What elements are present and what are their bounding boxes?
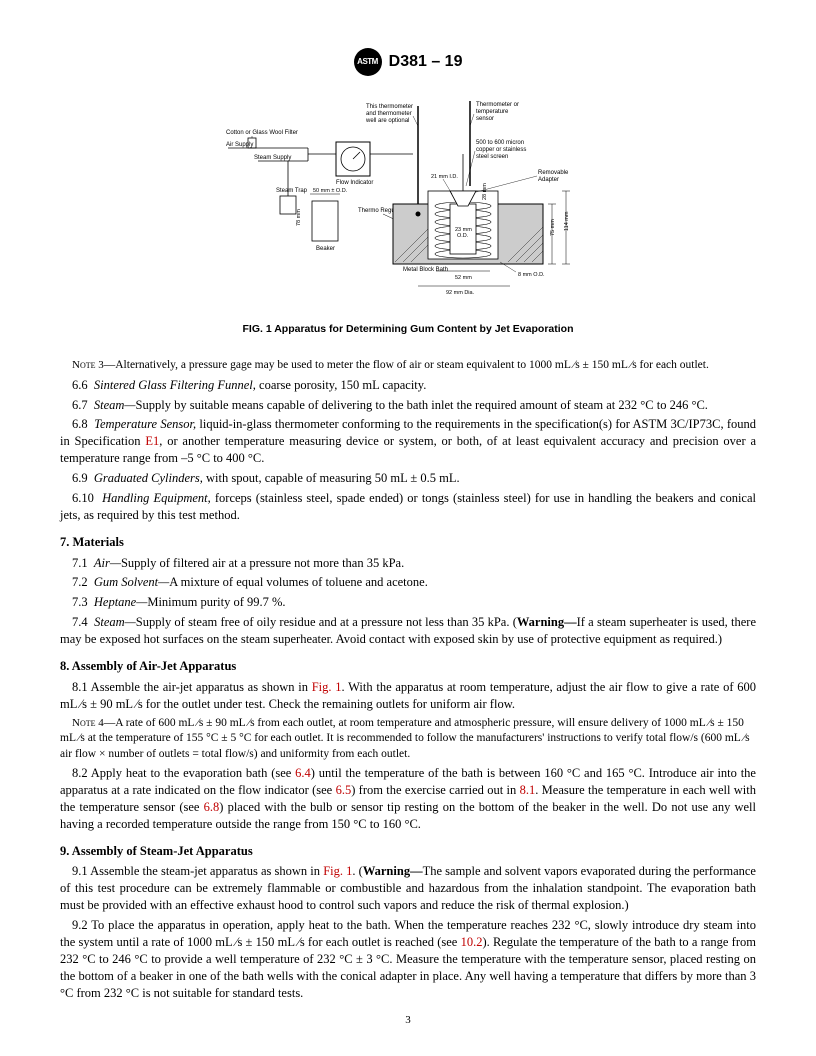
- apparatus-figure: Cotton or Glass Wool Filter Air Supply S…: [218, 86, 598, 316]
- page-number: 3: [0, 1013, 816, 1028]
- para-6-10: 6.10 Handling Equipment, forceps (stainl…: [60, 490, 756, 524]
- note-4: Note 4—A rate of 600 mL ⁄s ± 90 mL ⁄s fr…: [60, 716, 756, 763]
- para-6-7: 6.7 Steam—Supply by suitable means capab…: [60, 397, 756, 414]
- para-7-1: 7.1 Air—Supply of filtered air at a pres…: [60, 555, 756, 572]
- para-9-1: 9.1 Assemble the steam-jet apparatus as …: [60, 863, 756, 914]
- para-6-8: 6.8 Temperature Sensor, liquid-in-glass …: [60, 416, 756, 467]
- astm-logo-icon: ASTM: [354, 48, 382, 76]
- label-flow-indicator: Flow Indicator: [336, 180, 373, 186]
- label-thermo-sensor: Thermometer or temperature sensor: [476, 102, 521, 122]
- label-steam-trap: Steam Trap: [276, 188, 308, 194]
- dim-114mm: 114 mm: [564, 211, 570, 231]
- dim-50mm: 50 mm ± O.D.: [313, 188, 348, 194]
- label-air-supply: Air Supply: [226, 142, 253, 148]
- para-7-3: 7.3 Heptane—Minimum purity of 99.7 %.: [60, 594, 756, 611]
- para-6-6: 6.6 Sintered Glass Filtering Funnel, coa…: [60, 377, 756, 394]
- section-7-heading: 7. Materials: [60, 534, 756, 551]
- document-number: D381 – 19: [389, 51, 463, 73]
- dim-75mm: 75 mm: [550, 219, 556, 236]
- para-8-1: 8.1 Assemble the air-jet apparatus as sh…: [60, 679, 756, 713]
- para-7-4: 7.4 Steam—Supply of steam free of oily r…: [60, 614, 756, 648]
- dim-21mm: 21 mm I.D.: [431, 174, 458, 180]
- label-filter: Cotton or Glass Wool Filter: [226, 130, 298, 136]
- dim-92mm: 92 mm Dia.: [446, 290, 475, 296]
- note-3: Note 3—Alternatively, a pressure gage ma…: [60, 358, 756, 374]
- section-9-heading: 9. Assembly of Steam-Jet Apparatus: [60, 843, 756, 860]
- para-9-2: 9.2 To place the apparatus in operation,…: [60, 917, 756, 1001]
- dim-28mm: 28 mm: [482, 183, 488, 200]
- para-8-2: 8.2 Apply heat to the evaporation bath (…: [60, 765, 756, 833]
- label-adapter: Removable Adapter: [538, 170, 570, 183]
- dim-52mm: 52 mm: [455, 275, 472, 281]
- para-6-9: 6.9 Graduated Cylinders, with spout, cap…: [60, 470, 756, 487]
- figure-caption: FIG. 1 Apparatus for Determining Gum Con…: [60, 322, 756, 336]
- label-beaker: Beaker: [316, 246, 335, 252]
- label-steam-supply: Steam Supply: [254, 155, 291, 161]
- section-8-heading: 8. Assembly of Air-Jet Apparatus: [60, 658, 756, 675]
- dim-78mm: 78 mm: [296, 209, 302, 226]
- label-metal-bath: Metal Block Bath: [403, 267, 448, 273]
- para-7-2: 7.2 Gum Solvent—A mixture of equal volum…: [60, 574, 756, 591]
- label-opt-thermo: This thermometer and thermometer well ar…: [365, 104, 415, 124]
- label-screen: 500 to 600 micron copper or stainless st…: [476, 140, 528, 160]
- page-header: ASTM D381 – 19: [60, 48, 756, 76]
- dim-8mm: 8 mm O.D.: [518, 272, 545, 278]
